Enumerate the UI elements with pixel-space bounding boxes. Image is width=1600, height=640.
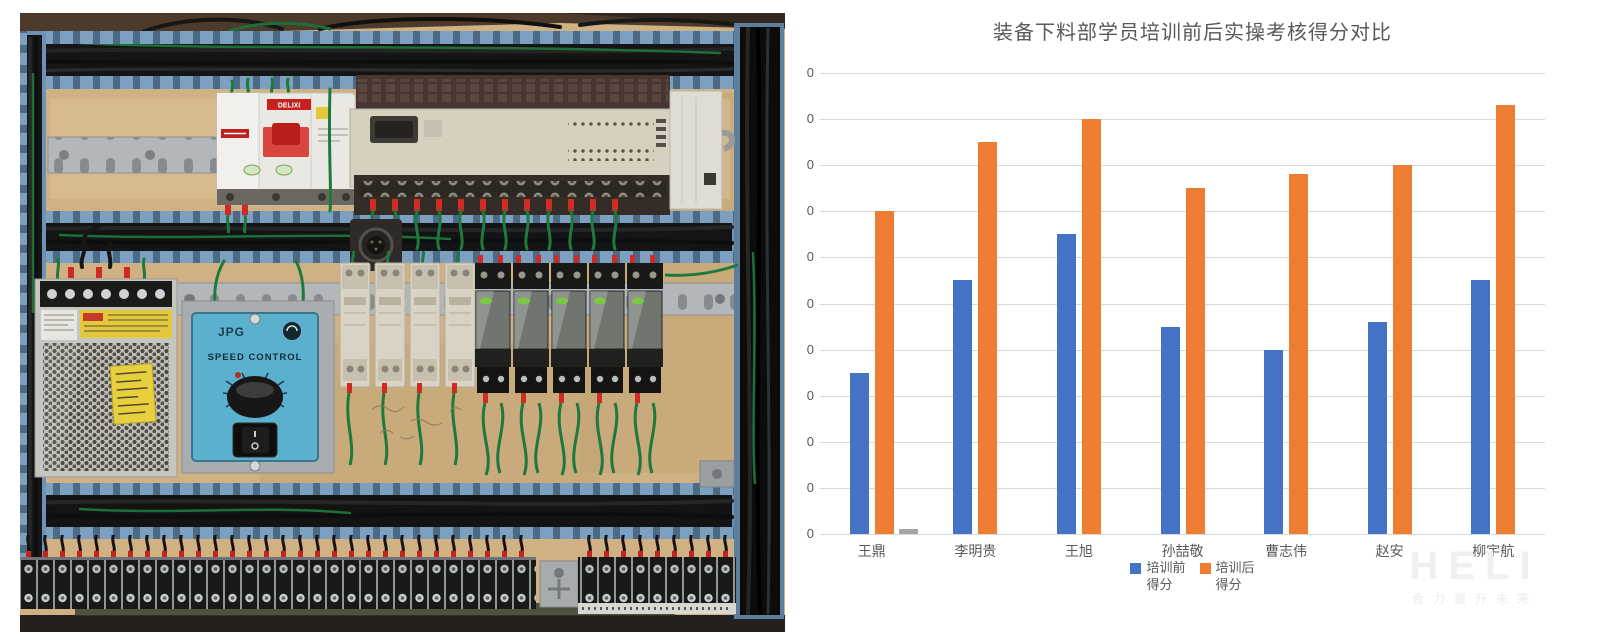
speed-controller-title: SPEED CONTROL: [208, 352, 303, 363]
plc-unit: [349, 75, 735, 271]
control-panel-photo-svg: DELIXI: [20, 13, 785, 632]
y-axis-tick-label: 0: [806, 65, 814, 80]
gridline: [820, 395, 1545, 397]
legend-swatch: [1130, 563, 1142, 574]
legend-item-培训前得分: 培训前 得分: [1130, 560, 1186, 594]
bar-培训前得分-赵安: [1367, 321, 1387, 534]
chart-panel: 装备下料部学员培训前后实操考核得分对比 0 0 0 0 0 0 0 0 0 0 0 王鼎 李明贵 王旭 孙…: [785, 0, 1600, 640]
bar-培训后得分-赵安: [1392, 165, 1412, 534]
gridline: [820, 73, 1545, 74]
bar-培训前得分-王旭: [1056, 234, 1076, 534]
legend-item-培训后得分: 培训后 得分: [1199, 560, 1255, 594]
loose-cables-top: [138, 17, 752, 35]
plc-terminal-wires: [370, 199, 618, 251]
relay-group: [475, 253, 665, 477]
breaker-toggle: [272, 123, 300, 145]
speed-controller-logo-icon: [283, 322, 301, 340]
legend-swatch: [1199, 563, 1211, 574]
right-cable-duct: [734, 23, 784, 619]
gridline: [820, 165, 1545, 167]
relay-top-terminal: [475, 263, 511, 289]
pencil-marks: [371, 405, 462, 440]
plc-port: [375, 121, 413, 138]
gridline: [820, 119, 1545, 121]
plc-led-grid-inputs: [568, 117, 654, 131]
bar-extra-王鼎: [898, 529, 918, 534]
y-axis-tick-label: 0: [806, 526, 814, 541]
y-axis-tick-label: 0: [806, 295, 814, 311]
bar-培训后得分-王鼎: [874, 211, 894, 534]
terminal-strip-bracket: [539, 560, 579, 608]
circuit-breaker: DELIXI: [216, 77, 356, 234]
y-axis-tick-label: 0: [806, 341, 814, 357]
gridline: [820, 534, 1545, 535]
legend-label: 培训前 得分: [1146, 560, 1185, 594]
x-axis-labels: 王鼎 李明贵 王旭 孙喆敬 曹志伟 赵安 柳宇航: [820, 541, 1545, 561]
breaker-output-wires: [225, 205, 248, 234]
y-axis-tick-label: 0: [806, 479, 814, 495]
bar-培训后得分-柳宇航: [1496, 105, 1516, 534]
y-axis-tick-label: 0: [806, 203, 814, 219]
relay-bottom-terminal: [477, 367, 509, 393]
y-axis-tick-label: 0: [806, 433, 814, 449]
relay-socket-group: [339, 249, 477, 467]
terminal-strip-left: [20, 535, 536, 609]
power-supply-sticker: [109, 362, 157, 425]
y-axis-tick-label: 0: [806, 111, 814, 127]
x-label-曹志伟: 曹志伟: [1265, 543, 1308, 559]
terminal-strip-right: [578, 535, 736, 614]
power-supply: [34, 225, 178, 478]
gridline: [820, 303, 1545, 305]
y-axis-tick-label: 0: [806, 249, 814, 265]
speed-knob: [222, 372, 288, 418]
plc-ribbon-cable: [721, 129, 735, 152]
plc-led-grid-outputs: [568, 147, 654, 161]
x-label-柳宇航: 柳宇航: [1472, 543, 1515, 559]
y-axis-tick-label: 0: [806, 387, 814, 403]
bar-培训后得分-孙喆敬: [1185, 188, 1205, 534]
breaker-test-button: [316, 107, 330, 119]
x-label-赵安: 赵安: [1375, 543, 1404, 559]
bottom-cable-duct: [20, 483, 736, 539]
gridline: [820, 257, 1545, 259]
legend-label-line1: 培训后: [1215, 560, 1255, 575]
bar-培训后得分-曹志伟: [1289, 174, 1309, 534]
bar-培训后得分-王旭: [1081, 119, 1101, 534]
x-label-李明贵: 李明贵: [954, 543, 997, 559]
bar-培训前得分-柳宇航: [1471, 280, 1491, 534]
gridline: [820, 441, 1545, 443]
relay-row: [339, 249, 739, 488]
bar-培训后得分-李明贵: [978, 142, 998, 534]
terminal-marking-strip: [578, 603, 736, 614]
y-axis-tick-label: 0: [806, 157, 814, 173]
rocker-switch: [232, 422, 278, 458]
speed-controller: JPG SPEED CONTROL: [181, 87, 335, 474]
gridline: [820, 487, 1545, 489]
speed-controller-brand: JPG: [218, 325, 245, 339]
chart-legend: 培训前 得分 培训后 得分: [785, 560, 1600, 594]
breaker-brand-badge: [267, 99, 311, 110]
bar-培训前得分-曹志伟: [1264, 349, 1284, 534]
x-label-王鼎: 王鼎: [857, 543, 886, 559]
gridline: [820, 349, 1545, 351]
breaker-brand-label: DELIXI: [278, 103, 301, 110]
legend-label-line1: 培训前: [1146, 560, 1186, 575]
gridline: [820, 211, 1545, 213]
bar-培训前得分-王鼎: [849, 372, 869, 534]
x-label-孙喆敬: 孙喆敬: [1161, 543, 1204, 559]
bar-培训前得分-李明贵: [953, 280, 973, 534]
photo-bottom-edge: [20, 615, 785, 632]
din-rail-top-left: [47, 136, 227, 174]
chart-title: 装备下料部学员培训前后实操考核得分对比: [993, 22, 1392, 44]
plot-area: 0 0 0 0 0 0 0 0 0 0 0: [807, 65, 1545, 541]
bar-培训前得分-孙喆敬: [1160, 326, 1180, 534]
control-panel-photo: DELIXI: [20, 13, 785, 632]
x-label-王旭: 王旭: [1064, 543, 1093, 559]
legend-label-line2: 得分: [1215, 576, 1242, 592]
legend-label: 培训后 得分: [1216, 560, 1255, 594]
legend-label-line2: 得分: [1146, 576, 1173, 592]
